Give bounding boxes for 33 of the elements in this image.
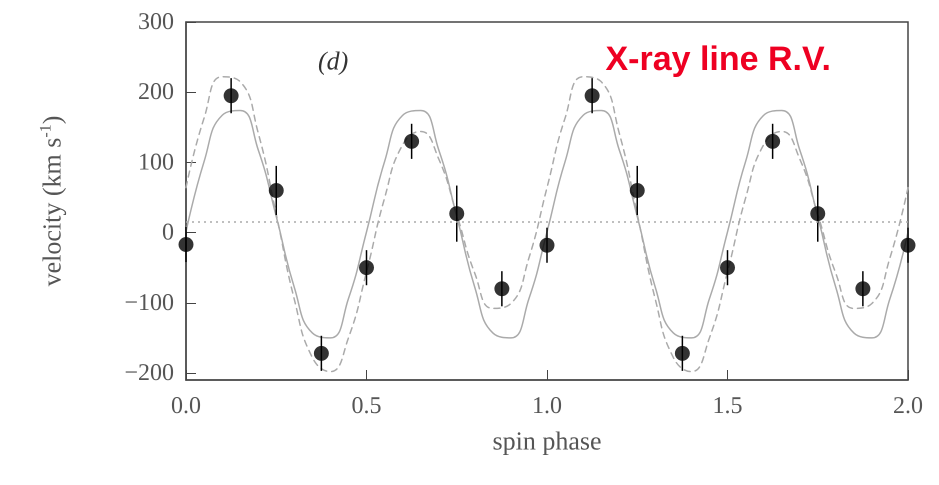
y-tick-label: 0 [162, 220, 174, 246]
x-axis-title: spin phase [492, 426, 602, 456]
x-tick-label: 2.0 [893, 393, 923, 419]
point [720, 260, 735, 276]
x-tick-label: 1.5 [712, 393, 742, 419]
line-series [185, 76, 909, 372]
point [494, 281, 510, 296]
point [314, 346, 329, 361]
point [855, 281, 870, 296]
y-axis-title: velocity (km s-1) [38, 116, 66, 286]
point [630, 182, 645, 198]
point [674, 346, 690, 361]
point [540, 238, 554, 253]
point [765, 134, 780, 149]
point [404, 134, 420, 149]
x-tick-label: 1.0 [532, 393, 562, 419]
x-tick-label: 0.5 [352, 393, 382, 419]
point [584, 88, 600, 104]
point [900, 238, 916, 253]
y-tick-label: 100 [138, 149, 174, 176]
point [224, 88, 239, 104]
point [810, 206, 826, 222]
y-tick-label: −200 [124, 360, 174, 386]
annotation: (d) [318, 46, 348, 76]
point [268, 182, 284, 198]
point [359, 260, 374, 276]
point [178, 237, 194, 252]
point [449, 206, 464, 222]
x-tick-label: 0.0 [171, 393, 201, 419]
y-tick-label: 300 [138, 9, 174, 35]
annotation: X-ray line R.V. [605, 40, 831, 78]
y-tick-label: −100 [124, 290, 174, 316]
y-tick-label: 200 [138, 79, 174, 106]
